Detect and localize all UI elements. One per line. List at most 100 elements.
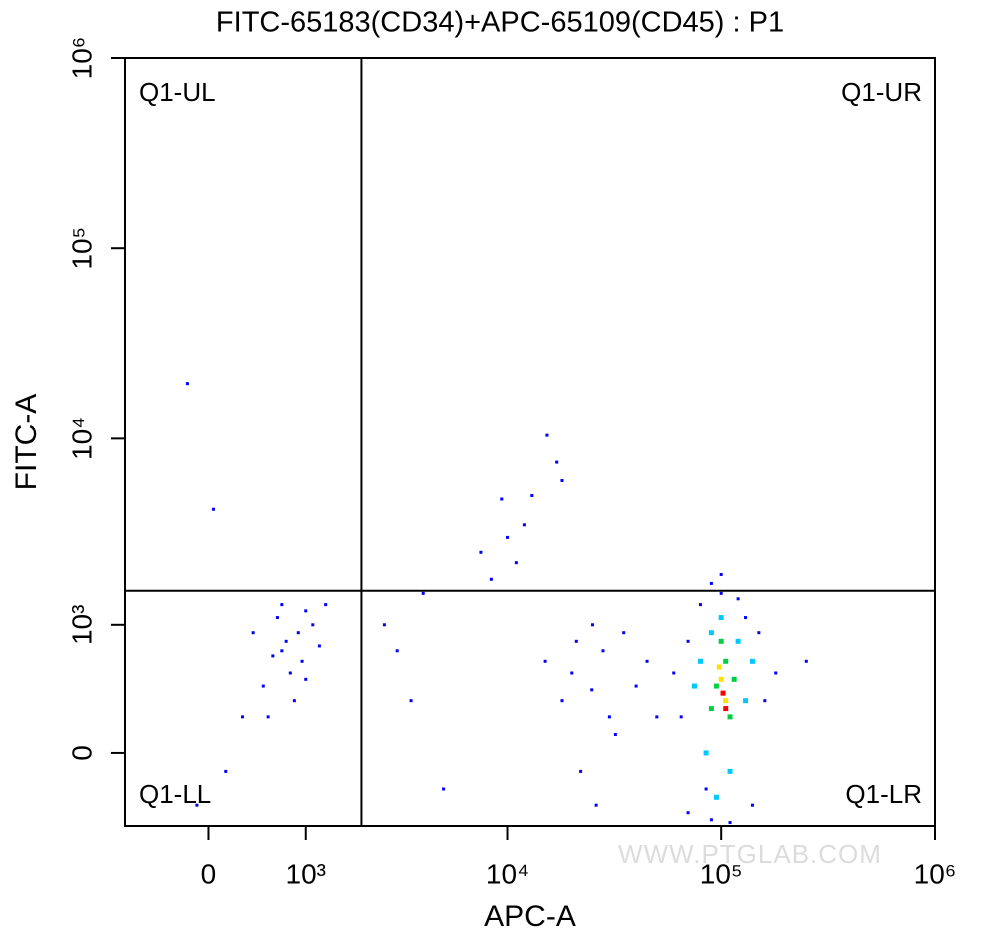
dot xyxy=(241,715,245,719)
x-tick-label: 10³ xyxy=(286,858,326,889)
dot xyxy=(713,794,719,800)
x-tick-label: 10⁴ xyxy=(486,858,529,889)
dot xyxy=(720,690,726,696)
dot xyxy=(590,623,594,627)
dot xyxy=(727,714,733,720)
y-axis-label: FITC-A xyxy=(10,394,43,491)
chart-title: FITC-65183(CD34)+APC-65109(CD45) : P1 xyxy=(216,7,784,39)
dot xyxy=(613,732,617,736)
dot xyxy=(723,698,729,704)
dot xyxy=(723,658,729,664)
dot xyxy=(421,591,425,595)
dot xyxy=(530,493,534,497)
quadrant-label: Q1-UL xyxy=(139,77,216,107)
x-tick-label: 10⁶ xyxy=(914,858,957,889)
dot xyxy=(719,572,723,576)
dot xyxy=(317,644,321,648)
dot xyxy=(607,715,611,719)
dot xyxy=(691,683,697,689)
dot xyxy=(622,631,626,635)
dot xyxy=(288,671,292,675)
dot xyxy=(211,507,215,511)
x-tick-label: 0 xyxy=(201,858,217,889)
quadrant-label: Q1-LL xyxy=(139,779,211,809)
dot xyxy=(645,659,649,663)
dot xyxy=(703,750,709,756)
dot xyxy=(757,631,761,635)
watermark: WWW.PTGLAB.COM xyxy=(618,839,882,869)
dot xyxy=(543,659,547,663)
y-tick-label: 10⁶ xyxy=(66,37,97,80)
dot xyxy=(395,649,399,653)
dot xyxy=(500,497,504,501)
x-axis-label: APC-A xyxy=(484,900,576,933)
dot xyxy=(735,638,741,644)
dot xyxy=(774,671,778,675)
dot xyxy=(672,671,676,675)
dot xyxy=(686,811,690,815)
dot xyxy=(736,597,740,601)
dot xyxy=(555,460,559,464)
dot xyxy=(570,671,574,675)
dot xyxy=(304,677,308,681)
dot xyxy=(697,658,703,664)
dot xyxy=(686,639,690,643)
dot xyxy=(311,623,315,627)
y-tick-label: 10⁴ xyxy=(66,417,97,460)
dot xyxy=(727,768,733,774)
dot xyxy=(506,535,510,539)
dot xyxy=(655,715,659,719)
dot xyxy=(324,603,328,607)
y-tick-label: 10³ xyxy=(66,605,97,645)
dot xyxy=(743,698,749,704)
dot xyxy=(409,699,413,703)
dot xyxy=(560,699,564,703)
dot xyxy=(723,706,729,712)
dot xyxy=(763,699,767,703)
dot xyxy=(804,659,808,663)
quadrant-label: Q1-UR xyxy=(841,77,922,107)
dot xyxy=(545,433,549,437)
dot xyxy=(718,638,724,644)
dot xyxy=(296,631,300,635)
dot xyxy=(275,616,279,620)
dot xyxy=(744,616,748,620)
dot xyxy=(709,581,713,585)
dot xyxy=(590,688,594,692)
dot xyxy=(292,699,296,703)
dot xyxy=(185,382,189,386)
dot xyxy=(271,654,275,658)
dot xyxy=(514,561,518,565)
dot xyxy=(708,706,714,712)
quadrant-label: Q1-LR xyxy=(845,779,922,809)
dot xyxy=(601,649,605,653)
dot xyxy=(479,550,483,554)
dot xyxy=(382,623,386,627)
dot xyxy=(708,630,714,636)
dot xyxy=(251,631,255,635)
dot xyxy=(728,821,732,825)
dot xyxy=(261,684,265,688)
dot xyxy=(266,715,270,719)
dot xyxy=(304,609,308,613)
dot xyxy=(713,683,719,689)
dot xyxy=(750,803,754,807)
dot xyxy=(704,787,708,791)
dot xyxy=(594,803,598,807)
plot-frame xyxy=(124,57,936,827)
dot xyxy=(634,684,638,688)
dot xyxy=(698,603,702,607)
dot xyxy=(489,577,493,581)
dot xyxy=(224,769,228,773)
y-tick-label: 0 xyxy=(66,745,97,761)
dot xyxy=(679,715,683,719)
x-tick-label: 10⁵ xyxy=(700,858,743,889)
dot xyxy=(560,478,564,482)
dot xyxy=(442,787,446,791)
dot xyxy=(718,615,724,621)
dot xyxy=(522,523,526,527)
dot xyxy=(716,664,722,670)
dot xyxy=(195,803,199,807)
dot xyxy=(718,676,724,682)
